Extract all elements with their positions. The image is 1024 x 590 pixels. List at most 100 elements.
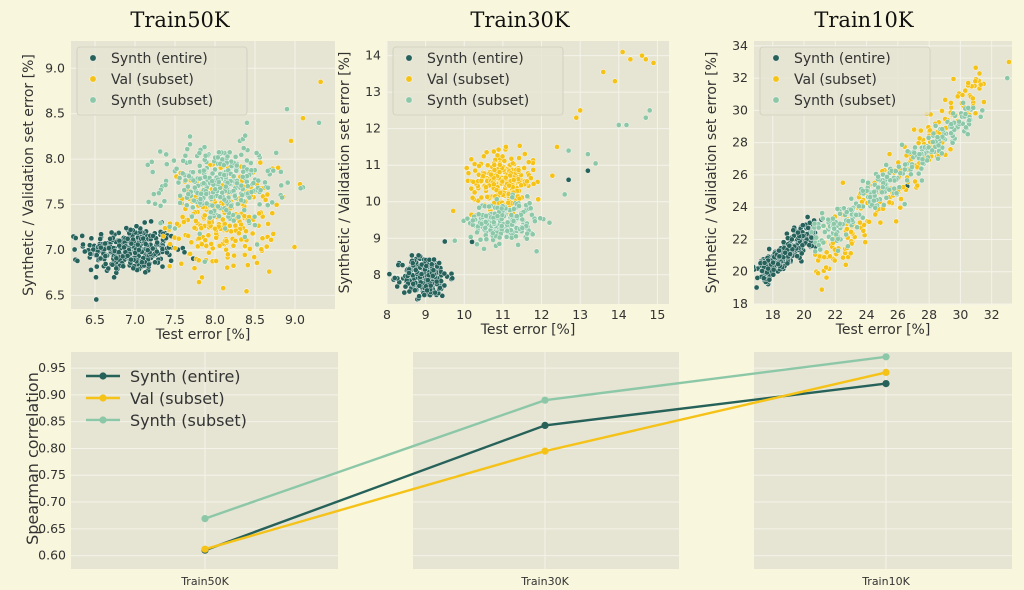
data-point bbox=[823, 264, 829, 271]
data-point bbox=[88, 235, 95, 242]
data-point bbox=[848, 195, 855, 202]
data-point bbox=[463, 165, 470, 171]
data-point bbox=[257, 159, 264, 166]
data-point bbox=[214, 154, 221, 161]
data-point bbox=[207, 214, 213, 221]
data-point bbox=[859, 214, 866, 221]
data-point bbox=[415, 252, 422, 259]
data-point bbox=[416, 293, 422, 300]
data-point bbox=[472, 167, 479, 174]
data-point bbox=[153, 248, 160, 255]
scatter-panel-train10k: Train10K 18 20 22 24 26 28 30 32 18 20 22 24 26 28 30 32… bbox=[704, 8, 1012, 338]
data-point bbox=[516, 142, 523, 149]
data-point bbox=[962, 87, 969, 94]
y-axis-label: Synthetic / Validation set error [%] bbox=[21, 54, 37, 296]
data-point bbox=[480, 153, 487, 160]
data-point bbox=[249, 230, 256, 237]
data-point bbox=[891, 185, 898, 192]
data-point bbox=[521, 151, 528, 157]
data-point bbox=[230, 173, 237, 180]
data-point bbox=[471, 189, 478, 196]
data-point bbox=[506, 182, 513, 189]
data-point bbox=[947, 146, 954, 153]
data-point bbox=[491, 162, 498, 168]
data-point bbox=[585, 167, 591, 174]
y-tick-label: 34 bbox=[732, 38, 748, 53]
data-point bbox=[150, 233, 156, 239]
data-point bbox=[185, 233, 192, 239]
y-tick-label: 8.0 bbox=[45, 151, 65, 166]
data-point bbox=[197, 196, 204, 202]
data-point bbox=[498, 223, 505, 229]
data-point bbox=[970, 104, 977, 111]
data-point bbox=[510, 218, 517, 224]
data-point bbox=[156, 190, 162, 197]
data-point bbox=[883, 194, 890, 201]
data-point bbox=[489, 230, 496, 237]
data-point bbox=[127, 226, 134, 233]
data-point bbox=[821, 254, 828, 260]
data-point bbox=[813, 234, 820, 241]
x-tick-label: 20 bbox=[796, 307, 812, 322]
data-point bbox=[215, 203, 221, 210]
data-point bbox=[148, 159, 155, 165]
data-point bbox=[245, 218, 252, 224]
data-point bbox=[191, 184, 198, 191]
data-point bbox=[537, 215, 544, 222]
data-point bbox=[72, 235, 79, 241]
y-tick-label: 7.5 bbox=[45, 197, 65, 212]
data-point bbox=[300, 115, 306, 122]
data-point bbox=[399, 262, 406, 268]
data-point bbox=[799, 222, 806, 229]
data-point bbox=[482, 219, 489, 225]
data-point bbox=[232, 237, 239, 244]
legend-label: Synth (entire) bbox=[111, 51, 208, 67]
data-point bbox=[221, 172, 228, 178]
data-point bbox=[497, 189, 504, 196]
data-point bbox=[521, 165, 528, 171]
data-point bbox=[530, 167, 537, 173]
data-point bbox=[789, 246, 796, 253]
x-tick-label: 12 bbox=[534, 307, 550, 322]
data-point bbox=[228, 203, 234, 209]
data-point bbox=[977, 113, 984, 120]
data-point bbox=[469, 239, 475, 245]
data-point bbox=[508, 155, 515, 162]
data-point bbox=[231, 193, 238, 199]
data-point bbox=[418, 271, 425, 278]
data-point bbox=[833, 231, 839, 238]
data-point bbox=[848, 240, 855, 247]
data-point bbox=[230, 242, 237, 249]
data-point bbox=[917, 127, 924, 134]
series-line-2 bbox=[201, 353, 890, 523]
data-point bbox=[776, 253, 783, 260]
data-point bbox=[187, 133, 193, 140]
y-tick-label: 22 bbox=[732, 231, 748, 246]
data-point bbox=[896, 163, 902, 170]
data-point bbox=[483, 149, 490, 156]
data-point bbox=[109, 261, 116, 268]
series-synth-subset bbox=[808, 75, 1011, 255]
data-point bbox=[916, 151, 923, 158]
data-point bbox=[918, 165, 925, 172]
data-point bbox=[209, 178, 215, 185]
data-point bbox=[509, 194, 516, 201]
data-point bbox=[449, 275, 456, 282]
data-point bbox=[238, 182, 245, 189]
data-point bbox=[935, 142, 942, 149]
data-point bbox=[965, 105, 972, 111]
data-point bbox=[79, 233, 86, 239]
data-point bbox=[535, 196, 542, 203]
data-point bbox=[173, 165, 180, 172]
data-point bbox=[191, 265, 198, 272]
x-axis-label: Test error [%] bbox=[480, 322, 576, 338]
data-point bbox=[268, 236, 274, 243]
data-point bbox=[409, 252, 415, 259]
data-point bbox=[93, 274, 99, 281]
data-point bbox=[476, 163, 482, 169]
data-point bbox=[820, 222, 827, 229]
data-point bbox=[157, 203, 164, 209]
data-point bbox=[502, 174, 509, 181]
data-point bbox=[255, 177, 262, 184]
data-point bbox=[191, 224, 198, 231]
